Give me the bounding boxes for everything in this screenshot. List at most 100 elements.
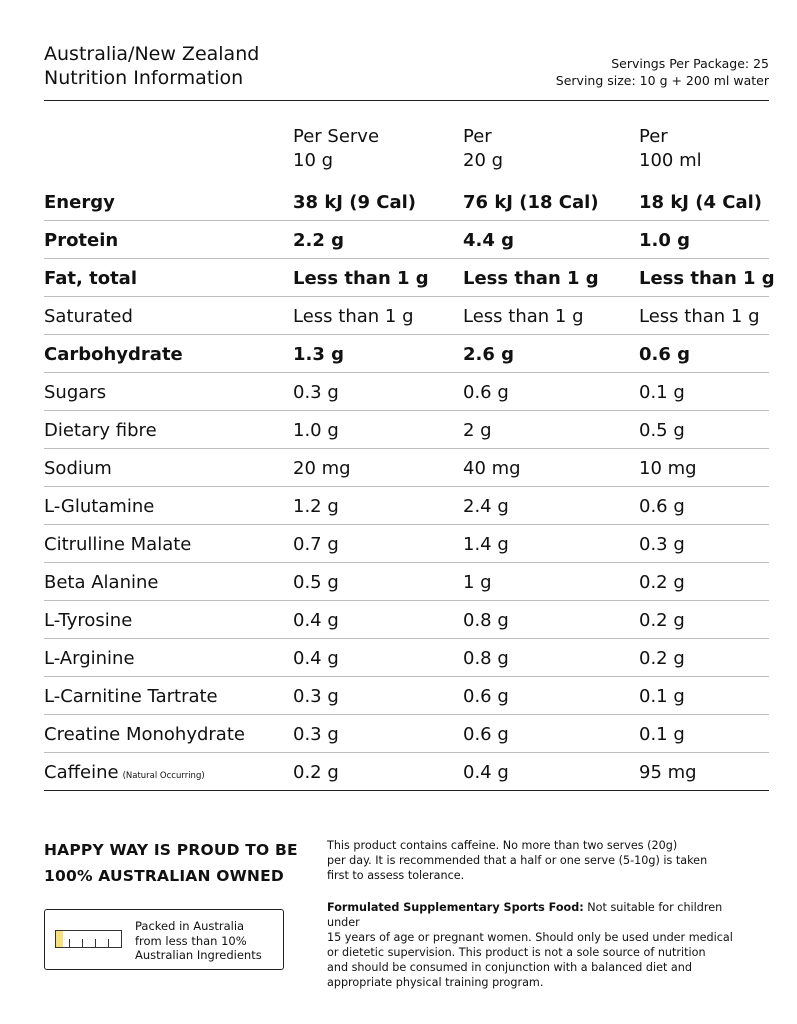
value-per-serve: 0.7 g	[293, 534, 339, 555]
sports-food-heading: Formulated Supplementary Sports Food:	[327, 901, 584, 914]
title-line-1: Australia/New Zealand	[44, 43, 260, 65]
table-row: Creatine Monohydrate 0.3 g 0.6 g 0.1 g	[44, 715, 769, 753]
meter-tick	[82, 939, 83, 947]
value-per-serve: 0.4 g	[293, 648, 339, 669]
notice-line: This product contains caffeine. No more …	[327, 839, 678, 852]
panel-title: Australia/New Zealand Nutrition Informat…	[44, 42, 259, 90]
table-row: Fat, total Less than 1 g Less than 1 g L…	[44, 259, 775, 297]
value-per-serve: Less than 1 g	[293, 306, 414, 327]
value-per-serve: 1.2 g	[293, 496, 339, 517]
value-per-20g: 0.4 g	[463, 762, 509, 783]
value-per-20g: 2.4 g	[463, 496, 509, 517]
nutrient-name: Dietary fibre	[44, 420, 157, 441]
nutrient-name: Fat, total	[44, 268, 137, 289]
meter-tick	[108, 939, 109, 947]
value-per-100ml: Less than 1 g	[639, 268, 775, 289]
value-per-serve: 20 mg	[293, 458, 351, 479]
nutrient-name: Sodium	[44, 458, 112, 479]
table-row: Carbohydrate 1.3 g 2.6 g 0.6 g	[44, 335, 769, 373]
ingredients-meter-icon	[55, 930, 122, 948]
nutrient-name: L-Arginine	[44, 648, 135, 669]
nutrient-name: Protein	[44, 230, 119, 251]
value-per-20g: 2.6 g	[463, 344, 515, 365]
column-header-line: Per	[463, 126, 492, 147]
notice-line: 15 years of age or pregnant women. Shoul…	[327, 931, 733, 944]
packed-in-australia-badge: Packed in Australia from less than 10% A…	[44, 909, 284, 970]
title-line-2: Nutrition Information	[44, 67, 244, 89]
table-row: L-Glutamine 1.2 g 2.4 g 0.6 g	[44, 487, 769, 525]
value-per-100ml: 10 mg	[639, 458, 697, 479]
value-per-serve: 0.3 g	[293, 724, 339, 745]
servings-per-package: Servings Per Package: 25	[611, 56, 769, 71]
nutrient-name: L-Tyrosine	[44, 610, 133, 631]
value-per-serve: 0.4 g	[293, 610, 339, 631]
value-per-100ml: 0.5 g	[639, 420, 685, 441]
table-row: Sodium 20 mg 40 mg 10 mg	[44, 449, 769, 487]
value-per-100ml: 0.6 g	[639, 496, 685, 517]
column-header-line: 20 g	[463, 150, 504, 171]
nutrient-name: Beta Alanine	[44, 572, 159, 593]
column-header-line: 100 ml	[639, 150, 702, 171]
value-per-serve: Less than 1 g	[293, 268, 429, 289]
column-header-line: 10 g	[293, 150, 334, 171]
value-per-serve: 0.2 g	[293, 762, 339, 783]
meter-tick	[95, 939, 96, 947]
value-per-serve: 0.3 g	[293, 686, 339, 707]
value-per-100ml: 0.2 g	[639, 572, 685, 593]
panel-header: Australia/New Zealand Nutrition Informat…	[44, 42, 769, 100]
nutrient-note: (Natural Occurring)	[122, 771, 205, 781]
table-row: Sugars 0.3 g 0.6 g 0.1 g	[44, 373, 769, 411]
value-per-100ml: 1.0 g	[639, 230, 691, 251]
value-per-20g: 0.8 g	[463, 610, 509, 631]
caffeine-notice: This product contains caffeine. No more …	[327, 838, 757, 883]
statement-line: 100% AUSTRALIAN OWNED	[44, 867, 284, 885]
packed-line: Packed in Australia	[135, 919, 245, 933]
nutrient-name: Caffeine (Natural Occurring)	[44, 753, 205, 790]
serving-size: Serving size: 10 g + 200 ml water	[555, 73, 769, 88]
value-per-20g: 1.4 g	[463, 534, 509, 555]
value-per-20g: Less than 1 g	[463, 268, 599, 289]
value-per-20g: 4.4 g	[463, 230, 515, 251]
table-row: Dietary fibre 1.0 g 2 g 0.5 g	[44, 411, 769, 449]
table-row: L-Carnitine Tartrate 0.3 g 0.6 g 0.1 g	[44, 677, 769, 715]
table-row: Energy 38 kJ (9 Cal) 76 kJ (18 Cal) 18 k…	[44, 183, 769, 221]
nutrient-name: Energy	[44, 192, 115, 213]
ingredients-meter-fill	[56, 931, 63, 947]
column-header-per-20g: Per 20 g	[463, 125, 503, 173]
statement-line: HAPPY WAY IS PROUD TO BE	[44, 841, 298, 859]
nutrient-name: Carbohydrate	[44, 344, 183, 365]
nutrient-name: Citrulline Malate	[44, 534, 192, 555]
value-per-100ml: 0.3 g	[639, 534, 685, 555]
notice-line: first to assess tolerance.	[327, 869, 465, 882]
notice-line: and should be consumed in conjunction wi…	[327, 961, 692, 974]
value-per-20g: 0.6 g	[463, 686, 509, 707]
servings-info: Servings Per Package: 25 Serving size: 1…	[556, 55, 769, 89]
value-per-100ml: 0.2 g	[639, 648, 685, 669]
notice-text: Not suitable for children under	[327, 901, 723, 929]
nutrient-name: L-Carnitine Tartrate	[44, 686, 218, 707]
value-per-20g: 40 mg	[463, 458, 521, 479]
value-per-20g: 2 g	[463, 420, 492, 441]
value-per-serve: 1.0 g	[293, 420, 339, 441]
value-per-serve: 0.3 g	[293, 382, 339, 403]
value-per-serve: 38 kJ (9 Cal)	[293, 192, 417, 213]
nutrient-name: L-Glutamine	[44, 496, 155, 517]
nutrient-name-text: Caffeine	[44, 762, 119, 783]
nutrient-name: Sugars	[44, 382, 107, 403]
value-per-20g: Less than 1 g	[463, 306, 584, 327]
packed-text: Packed in Australia from less than 10% A…	[135, 919, 262, 963]
value-per-20g: 0.6 g	[463, 382, 509, 403]
value-per-100ml: 0.1 g	[639, 382, 685, 403]
nutrient-name: Saturated	[44, 306, 133, 327]
value-per-serve: 1.3 g	[293, 344, 345, 365]
table-row: Saturated Less than 1 g Less than 1 g Le…	[44, 297, 769, 335]
value-per-20g: 0.6 g	[463, 724, 509, 745]
table-row: L-Tyrosine 0.4 g 0.8 g 0.2 g	[44, 601, 769, 639]
notice-line: or dietetic supervision. This product is…	[327, 946, 706, 959]
table-row: Citrulline Malate 0.7 g 1.4 g 0.3 g	[44, 525, 769, 563]
packed-line: from less than 10%	[135, 933, 247, 948]
value-per-100ml: Less than 1 g	[639, 306, 760, 327]
table-row: Protein 2.2 g 4.4 g 1.0 g	[44, 221, 769, 259]
australian-owned-statement: HAPPY WAY IS PROUD TO BE 100% AUSTRALIAN…	[44, 837, 298, 889]
sports-food-notice: Formulated Supplementary Sports Food: No…	[327, 900, 757, 990]
